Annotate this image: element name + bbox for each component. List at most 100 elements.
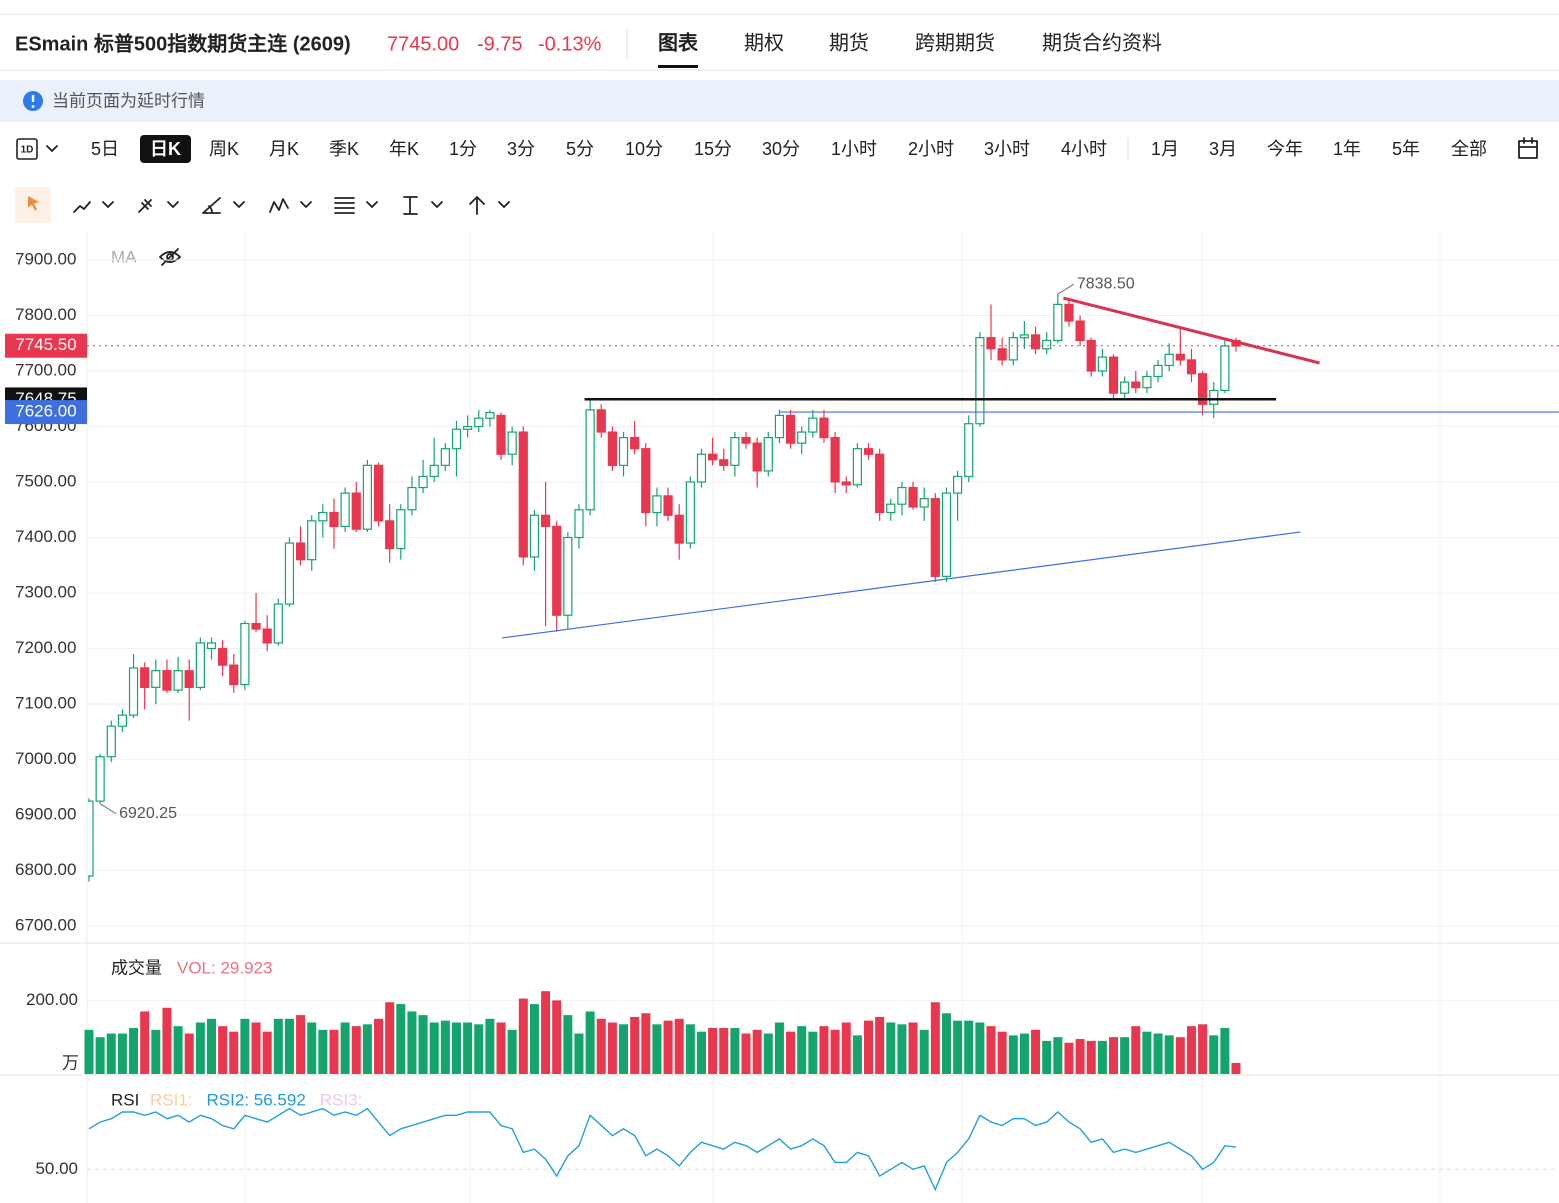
volume-bar [1220,1028,1230,1074]
period-button[interactable]: 5年 [1392,139,1420,159]
y-tick-label: 7900.00 [15,249,76,268]
y-tick-label: 6700.00 [15,915,76,934]
period-button[interactable]: 3小时 [984,139,1030,159]
annotation-leader [99,803,117,815]
volume-bar [607,1022,617,1074]
volume-title: 成交量 [111,958,162,977]
nav-tab[interactable]: 图表 [658,30,699,54]
candle-body [641,448,651,514]
period-button[interactable]: 15分 [694,139,732,159]
period-button[interactable]: 季K [329,139,359,159]
period-button[interactable]: 日K [150,139,181,159]
candle-body [730,437,740,466]
period-button[interactable]: 3分 [507,139,535,159]
volume-bar [140,1011,150,1074]
volume-bar [474,1024,484,1074]
candle-body [88,800,94,877]
candle-body [674,514,684,544]
candle-body [385,520,395,550]
volume-bar [529,1004,539,1074]
candle-body [151,670,161,688]
candle-body [1042,339,1052,350]
arrow-tool[interactable] [469,196,485,215]
candle-body [251,622,261,630]
volume-bar [563,1015,573,1074]
volume-bar [440,1020,450,1074]
volume-bar [340,1022,350,1074]
price-tag-label: 7626.00 [15,402,76,421]
nav-tab[interactable]: 期权 [744,31,784,54]
volume-bar [229,1031,239,1074]
candle-body [785,414,796,444]
volume-bar [173,1026,183,1074]
candle-body [1086,339,1096,372]
volume-bar [908,1022,918,1074]
candle-body [975,337,985,425]
candle-body [953,475,963,494]
period-button[interactable]: 10分 [625,139,663,159]
candle-body [563,536,573,616]
volume-bar [830,1029,840,1074]
period-button[interactable]: 今年 [1267,139,1303,159]
brush-tool[interactable] [138,199,152,213]
candle-body [295,542,306,561]
candle-body [886,503,896,514]
period-button[interactable]: 1小时 [831,139,877,159]
period-button[interactable]: 5分 [566,139,594,159]
period-button[interactable]: 30分 [762,139,800,159]
period-button[interactable]: 3月 [1209,139,1237,159]
period-button[interactable]: 1年 [1333,139,1361,159]
nav-tab[interactable]: 跨期期货 [915,31,995,54]
eye-icon[interactable] [159,248,181,266]
period-button[interactable]: 1月 [1151,139,1179,159]
candle-body [396,509,406,550]
chevron [300,201,312,208]
candle-body [708,453,718,461]
volume-bar [752,1029,762,1074]
period-button[interactable]: 月K [269,139,299,159]
candle-body [1197,373,1208,405]
period-button[interactable]: 2小时 [908,139,954,159]
text-tool[interactable] [334,197,355,214]
volume-bar [218,1026,228,1074]
period-button[interactable]: 全部 [1451,139,1487,159]
period-button[interactable]: 年K [389,139,419,159]
candle-body [997,348,1007,361]
candle-body [329,511,339,528]
angle-tool[interactable] [202,197,221,214]
candle-body [474,417,484,428]
volume-bar [518,998,528,1074]
candle-body [830,437,840,483]
candle-body [607,431,617,466]
candle-body [797,431,807,444]
candle-body [273,603,283,644]
candle-body [262,628,272,644]
volume-bar [1131,1026,1141,1074]
line-tool[interactable] [73,201,91,213]
candle-body [663,495,673,516]
nav-tab[interactable]: 期货 [829,31,869,54]
nav-tab[interactable]: 期货合约资料 [1042,31,1162,54]
volume-bar [975,1022,985,1074]
interval-icon-box[interactable] [16,138,38,160]
pattern-tool[interactable] [269,198,289,213]
candle-body [1175,353,1185,361]
cursor-tool[interactable] [28,196,39,211]
price: 7745.00 [387,33,459,55]
volume-bar [1142,1031,1152,1074]
volume-bar [451,1022,461,1074]
measure-tool[interactable] [403,196,418,215]
volume-bar [741,1033,751,1074]
period-button[interactable]: 5日 [91,139,119,159]
volume-bar [630,1016,640,1074]
candle-body [507,431,517,455]
interval-icon[interactable]: 1D [21,145,34,156]
volume-bar [730,1028,740,1074]
candle-body [841,481,851,486]
volume-bar [1097,1040,1107,1074]
period-button[interactable]: 4小时 [1061,139,1107,159]
period-button[interactable]: 周K [209,139,239,159]
calendar-icon[interactable] [1518,137,1538,159]
candle-body [318,511,328,522]
period-button[interactable]: 1分 [449,139,477,159]
